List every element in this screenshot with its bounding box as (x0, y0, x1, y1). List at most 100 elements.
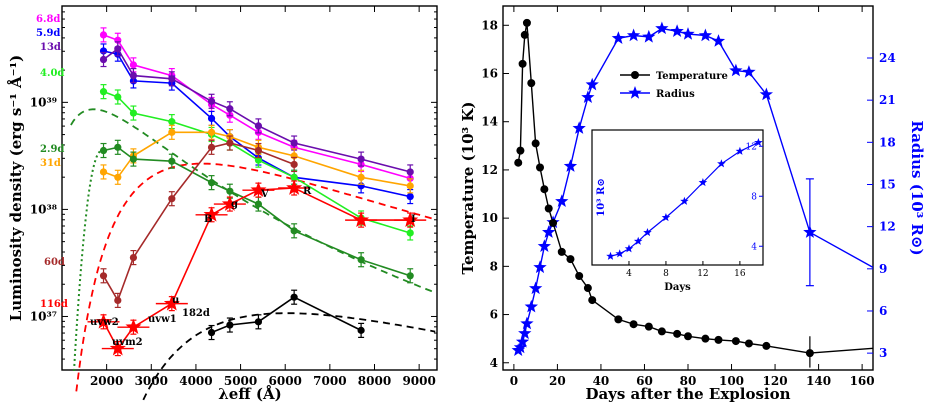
data-point-13d (130, 72, 137, 79)
data-point-60d (130, 254, 137, 261)
right-y-tick-label: 12 (481, 163, 498, 177)
luminosity-chart: 2000 3000 4000 5000 6000 7000 8000 900010³⁷10³⁸… (7, 6, 437, 403)
left-y-axis-label: Luminosity density (erg s⁻¹ Å⁻¹) (7, 55, 25, 322)
series-label-31d: 31d (40, 158, 61, 169)
data-point-5.9d (208, 115, 215, 122)
right-y2-tick-label: 6 (879, 304, 887, 318)
temperature-point (806, 349, 814, 357)
legend-temperature-marker (631, 71, 639, 79)
data-point-31d (100, 168, 107, 175)
right-x-axis-label: Days after the Explosion (585, 385, 790, 403)
data-point-4.0d (114, 93, 121, 100)
right-y2-tick-label: 3 (879, 346, 887, 360)
band-label-V: V (260, 189, 269, 200)
data-point-13d (291, 139, 298, 146)
temperature-point (514, 159, 522, 167)
right-y2-tick-label: 18 (879, 135, 896, 149)
right-y-tick-label: 18 (481, 18, 498, 32)
left-x-tick-label: 4000 (179, 374, 212, 388)
band-label-uvm2: uvm2 (112, 337, 143, 348)
data-point-4.0d (407, 229, 414, 236)
right-y2-tick-label: 12 (879, 220, 896, 234)
left-x-tick-label: 8000 (358, 374, 391, 388)
legend-radius-label: Radius (656, 89, 695, 100)
data-point-31d (168, 129, 175, 136)
data-point-60d (226, 139, 233, 146)
temperature-point (762, 342, 770, 350)
right-y-tick-label: 16 (481, 66, 498, 80)
temperature-point (558, 248, 566, 256)
right-x-tick-label: 160 (850, 374, 875, 388)
data-point-2.9d (208, 179, 215, 186)
temperature-point (673, 330, 681, 338)
inset-x-label: Days (664, 282, 691, 293)
temperature-point (614, 315, 622, 323)
left-x-tick-label: 3000 (135, 374, 168, 388)
right-x-tick-label: 140 (806, 374, 831, 388)
data-point-60d (114, 297, 121, 304)
data-point-5.9d (407, 193, 414, 200)
right-y2-tick-label: 24 (879, 51, 896, 65)
data-point-13d (100, 56, 107, 63)
right-y-tick-label: 8 (490, 259, 498, 273)
data-point-6.8d (130, 61, 137, 68)
left-y-tick-label: 10³⁷ (30, 309, 57, 323)
data-point-60d (255, 147, 262, 154)
temperature-point (658, 327, 666, 335)
legend-temperature-label: Temperature (656, 71, 728, 82)
inset-x-tick-label: 12 (697, 269, 708, 279)
data-point-182d (255, 318, 262, 325)
temperature-point (540, 185, 548, 193)
data-point-2.9d (255, 200, 262, 207)
right-y2-tick-label: 15 (879, 177, 896, 191)
data-point-4.0d (168, 118, 175, 125)
data-point-13d (114, 45, 121, 52)
data-point-2.9d (291, 227, 298, 234)
temperature-point (684, 332, 692, 340)
temperature-point (566, 255, 574, 263)
data-point-31d (407, 182, 414, 189)
temperature-point (523, 19, 531, 27)
data-point-182d (226, 321, 233, 328)
temperature-point (527, 79, 535, 87)
series-label-116d: 116d (40, 299, 68, 310)
band-label-u: u (172, 295, 179, 306)
temperature-point (630, 320, 638, 328)
temperature-point (701, 335, 709, 343)
right-y-tick-label: 10 (481, 211, 498, 225)
data-point-2.9d (114, 144, 121, 151)
inset-y-label: 10³ R⊙ (596, 178, 607, 216)
data-point-31d (114, 174, 121, 181)
band-label-uvw1: uvw1 (148, 314, 177, 325)
left-y-tick-label: 10³⁹ (30, 95, 57, 109)
data-point-60d (291, 161, 298, 168)
series-label-60d: 60d (44, 257, 65, 268)
data-point-6.8d (100, 31, 107, 38)
series-label-4.0d: 4.0d (40, 68, 64, 79)
left-x-tick-label: 9000 (402, 374, 435, 388)
temperature-point (519, 60, 527, 68)
band-label-R: R (303, 186, 312, 197)
data-point-60d (100, 272, 107, 279)
series-label-13d: 13d (40, 42, 61, 53)
figure: 2000 3000 4000 5000 6000 7000 8000 900010³⁷10³⁸… (0, 0, 926, 409)
inset-x-tick-label: 4 (626, 269, 632, 279)
temperature-point (714, 336, 722, 344)
series-label-6.8d: 6.8d (36, 14, 60, 25)
temperature-point (516, 147, 524, 155)
temperature-point (532, 139, 540, 147)
temperature-point (575, 272, 583, 280)
data-point-31d (358, 174, 365, 181)
right-x-tick-label: 0 (510, 374, 518, 388)
data-point-13d (168, 75, 175, 82)
data-point-2.9d (226, 188, 233, 195)
right-y-tick-label: 14 (481, 115, 498, 129)
temperature-point (549, 219, 557, 227)
data-point-60d (208, 144, 215, 151)
right-y-axis-label: Temperature (10³ K) (459, 102, 477, 275)
data-point-2.9d (168, 158, 175, 165)
data-point-13d (208, 98, 215, 105)
data-point-4.0d (100, 88, 107, 95)
inset-x-tick-label: 8 (663, 269, 669, 279)
temperature-point (584, 284, 592, 292)
